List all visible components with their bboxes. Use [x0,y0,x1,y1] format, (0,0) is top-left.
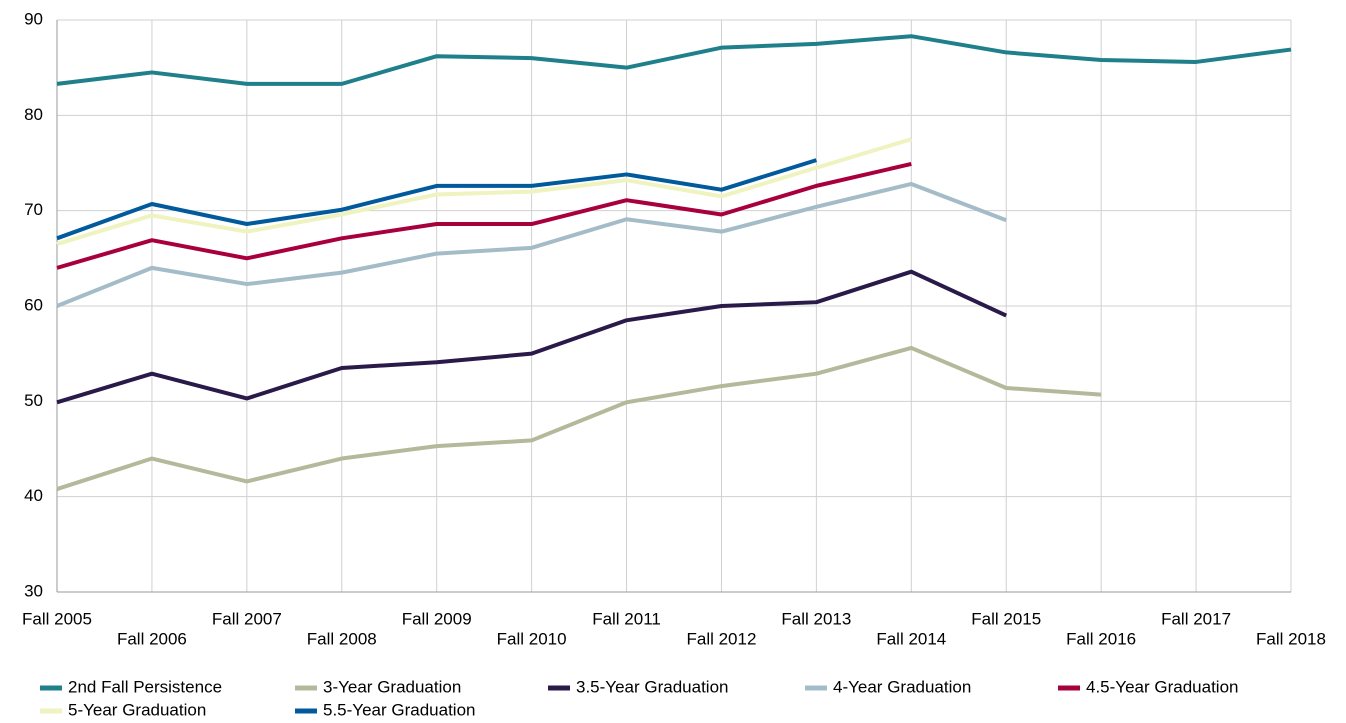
series-line [56,137,912,246]
x-tick-label: Fall 2014 [876,629,946,648]
x-tick-label: Fall 2008 [307,629,377,648]
x-tick-label: Fall 2012 [686,629,756,648]
x-tick-label: Fall 2013 [781,609,851,628]
series-line [56,181,1007,308]
legend-label: 3.5-Year Graduation [576,677,728,696]
y-tick-label: 70 [24,200,43,219]
legend-label: 3-Year Graduation [323,677,461,696]
x-tick-label: Fall 2016 [1066,629,1136,648]
series-line [56,34,1292,86]
y-tick-label: 80 [24,105,43,124]
x-tick-label: Fall 2015 [971,609,1041,628]
y-tick-label: 60 [24,295,43,314]
x-tick-label: Fall 2009 [402,609,472,628]
legend-label: 5-Year Graduation [68,700,206,719]
y-tick-label: 40 [24,486,43,505]
x-tick-label: Fall 2018 [1256,629,1326,648]
x-tick-label: Fall 2007 [212,609,282,628]
series-line [56,269,1008,405]
legend-label: 5.5-Year Graduation [323,700,475,719]
x-tick-label: Fall 2006 [117,629,187,648]
series-line [56,162,912,270]
x-tick-label: Fall 2011 [592,609,661,628]
y-tick-label: 30 [24,581,43,600]
x-tick-label: Fall 2010 [497,629,567,648]
legend-label: 4.5-Year Graduation [1086,677,1238,696]
x-tick-label: Fall 2017 [1161,609,1231,628]
series-line [56,158,817,241]
y-tick-label: 50 [24,391,43,410]
y-tick-label: 90 [24,9,43,28]
series-line [56,345,1102,491]
x-tick-label: Fall 2005 [22,609,92,628]
legend-label: 4-Year Graduation [833,677,971,696]
legend-label: 2nd Fall Persistence [68,677,222,696]
